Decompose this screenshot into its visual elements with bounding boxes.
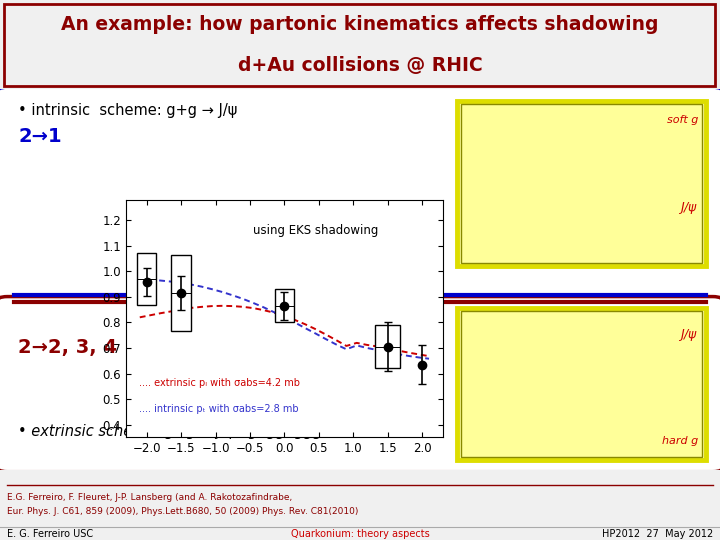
Text: using EKS shadowing: using EKS shadowing (253, 224, 379, 237)
Bar (457, 308, 706, 460)
Text: Eur. Phys. J. C61, 859 (2009), Phys.Lett.B680, 50 (2009) Phys. Rev. C81(2010): Eur. Phys. J. C61, 859 (2009), Phys.Lett… (7, 508, 359, 516)
Text: • extrinsic scheme: g+g → J/ψ+g, gg, ggg,...: • extrinsic scheme: g+g → J/ψ+g, gg, ggg… (18, 424, 341, 439)
Bar (461, 311, 702, 457)
Text: An example: how partonic kinematics affects shadowing: An example: how partonic kinematics affe… (61, 16, 659, 35)
Text: J/$\psi$: J/$\psi$ (678, 327, 698, 343)
Bar (137, 253, 156, 305)
Text: .... intrinsic pₜ with σabs=2.8 mb: .... intrinsic pₜ with σabs=2.8 mb (139, 404, 298, 414)
Text: .... extrinsic pₗ with σabs=4.2 mb: .... extrinsic pₗ with σabs=4.2 mb (139, 378, 300, 388)
Text: Quarkonium: theory aspects: Quarkonium: theory aspects (291, 529, 429, 539)
Bar (275, 289, 294, 322)
Text: • intrinsic  scheme: g+g → J/ψ: • intrinsic scheme: g+g → J/ψ (18, 103, 238, 118)
Text: E.G. Ferreiro, F. Fleuret, J-P. Lansberg (and A. Rakotozafindrabe,: E.G. Ferreiro, F. Fleuret, J-P. Lansberg… (7, 494, 292, 502)
Text: d+Au collisions @ RHIC: d+Au collisions @ RHIC (238, 57, 482, 76)
Text: E. G. Ferreiro USC: E. G. Ferreiro USC (7, 529, 94, 539)
Text: soft g: soft g (667, 114, 698, 125)
FancyBboxPatch shape (0, 296, 720, 472)
Bar (457, 100, 706, 266)
Bar (461, 104, 702, 263)
Text: HP2012  27  May 2012: HP2012 27 May 2012 (601, 529, 713, 539)
Bar (171, 255, 191, 332)
Text: 2→1: 2→1 (18, 127, 62, 146)
Bar (375, 325, 400, 368)
Text: 2→2, 3, 4: 2→2, 3, 4 (18, 339, 117, 357)
FancyBboxPatch shape (0, 87, 720, 302)
Text: hard g: hard g (662, 436, 698, 446)
Text: J/$\psi$: J/$\psi$ (678, 200, 698, 216)
